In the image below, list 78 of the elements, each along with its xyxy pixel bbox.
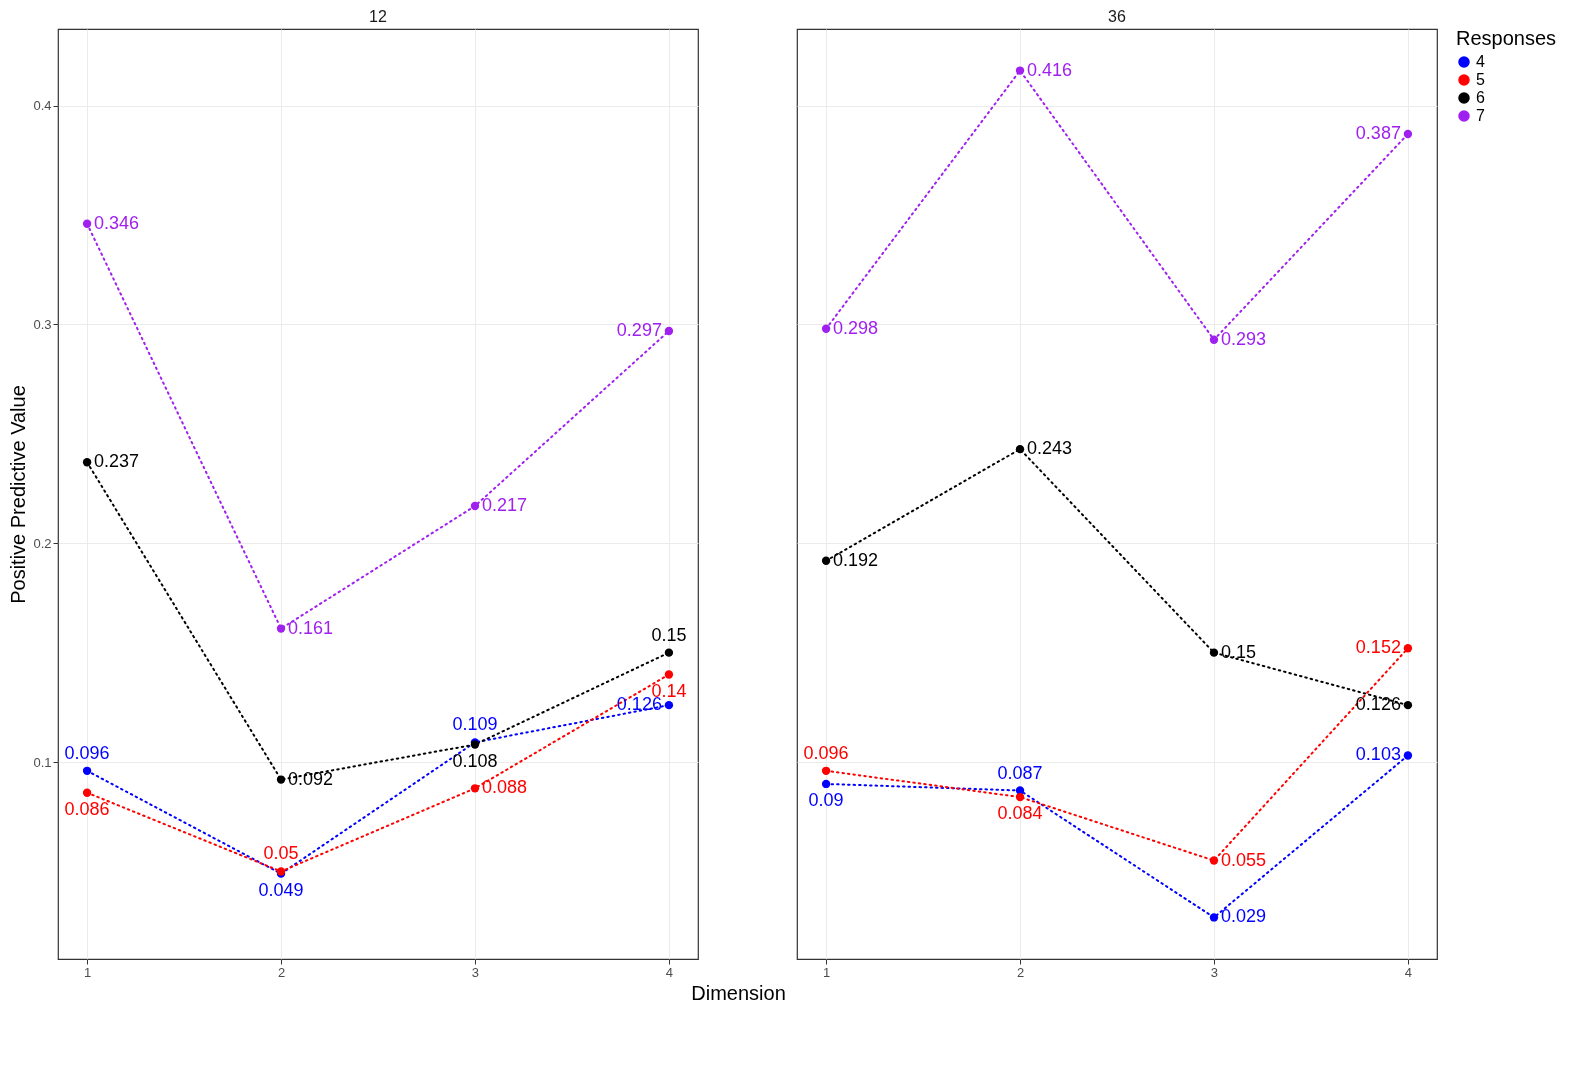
point <box>82 458 92 467</box>
data-label: 0.161 <box>288 617 334 638</box>
point <box>1403 700 1413 710</box>
data-label: 0.15 <box>1220 641 1257 662</box>
x-tick-label: 1 <box>822 964 831 980</box>
point <box>1209 913 1219 922</box>
point <box>821 779 831 789</box>
point <box>821 324 831 333</box>
point <box>1403 644 1413 653</box>
point <box>82 766 92 775</box>
data-label: 0.346 <box>94 212 140 233</box>
legend-label: 5 <box>1476 71 1485 88</box>
point <box>1015 66 1025 75</box>
y-tick-label: 0.2 <box>33 535 52 551</box>
data-label: 0.049 <box>258 879 304 900</box>
data-label: 0.126 <box>1355 694 1401 715</box>
data-label: 0.387 <box>1355 123 1401 144</box>
data-label: 0.103 <box>1355 744 1401 765</box>
data-label: 0.152 <box>1355 637 1401 658</box>
point <box>821 766 831 775</box>
data-label: 0.087 <box>997 762 1043 783</box>
point <box>82 219 92 228</box>
x-tick-label: 3 <box>1210 964 1219 980</box>
data-label: 0.09 <box>808 789 844 810</box>
data-label: 0.15 <box>651 624 687 645</box>
data-label: 0.243 <box>1027 438 1073 459</box>
data-label: 0.217 <box>481 495 528 516</box>
point <box>1403 751 1413 760</box>
y-axis-title: Positive Predictive Value <box>7 385 30 604</box>
data-label: 0.055 <box>1220 849 1267 870</box>
data-label: 0.416 <box>1027 59 1073 80</box>
data-label: 0.109 <box>452 714 498 735</box>
chart-title: 12 <box>369 8 387 25</box>
x-tick-label: 2 <box>277 964 286 980</box>
y-tick-label: 0.3 <box>33 316 52 332</box>
point <box>470 784 480 793</box>
data-label: 0.096 <box>803 742 849 763</box>
x-tick-label: 4 <box>1404 964 1413 980</box>
point <box>1015 444 1025 454</box>
point <box>664 670 674 679</box>
point <box>1209 856 1219 865</box>
point <box>470 501 480 511</box>
legend-label: 6 <box>1476 89 1485 106</box>
data-label: 0.293 <box>1220 328 1267 349</box>
point <box>1209 648 1219 657</box>
data-label: 0.237 <box>94 451 140 472</box>
chart-title: 36 <box>1108 8 1126 25</box>
legend-label: 7 <box>1476 107 1485 124</box>
legend-title: Responses <box>1456 27 1557 49</box>
data-label: 0.086 <box>64 798 110 819</box>
data-label: 0.092 <box>288 768 334 789</box>
point <box>664 326 674 336</box>
data-label: 0.05 <box>263 843 299 864</box>
x-tick-label: 2 <box>1016 964 1025 980</box>
data-label: 0.088 <box>481 777 528 798</box>
point <box>1015 792 1025 802</box>
x-tick-label: 1 <box>83 964 92 980</box>
point <box>821 556 831 565</box>
point <box>82 788 92 797</box>
data-label: 0.029 <box>1220 906 1267 927</box>
data-label: 0.297 <box>616 319 662 340</box>
x-axis-title: Dimension <box>691 981 786 1004</box>
y-tick-label: 0.4 <box>33 98 52 114</box>
point <box>276 624 286 633</box>
point <box>664 648 674 657</box>
data-label: 0.096 <box>64 742 110 763</box>
data-label: 0.084 <box>997 803 1043 824</box>
point <box>664 700 674 710</box>
data-label: 0.298 <box>833 317 879 338</box>
x-tick-label: 3 <box>471 964 480 980</box>
point <box>1403 129 1413 139</box>
legend-label: 4 <box>1476 53 1485 70</box>
point <box>276 775 286 784</box>
x-tick-label: 4 <box>665 964 674 980</box>
data-label: 0.192 <box>833 549 879 570</box>
y-tick-label: 0.1 <box>33 754 52 770</box>
point <box>1209 335 1219 344</box>
data-label: 0.108 <box>452 750 498 771</box>
